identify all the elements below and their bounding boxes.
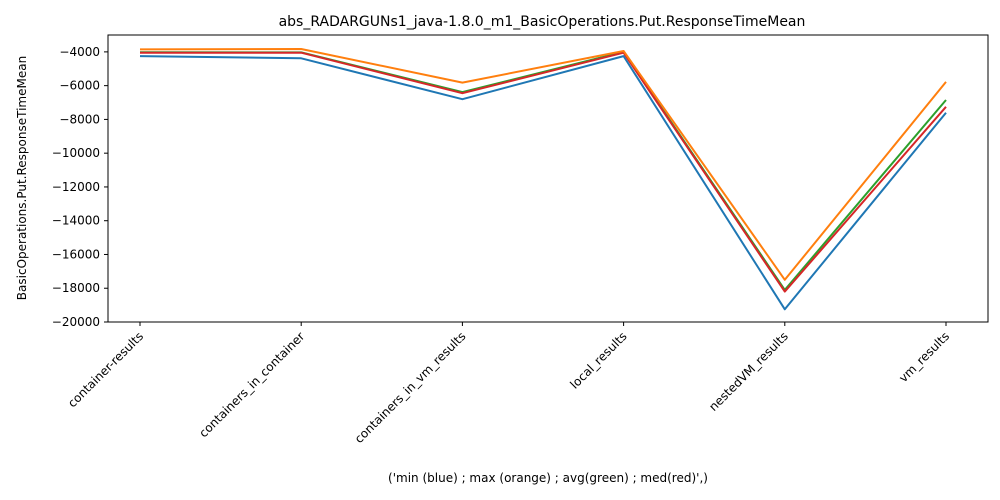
chart-title: abs_RADARGUNs1_java-1.8.0_m1_BasicOperat… [279,14,806,30]
y-tick-label: −8000 [59,112,100,126]
y-tick-label: −12000 [52,180,100,194]
x-tick-label: containers_in_container [196,329,307,440]
x-tick-label: containers_in_vm_results [352,329,469,446]
y-axis: −20000 −18000 −16000 −14000 −12000 −10000 −800… [52,45,108,329]
series-line-1 [139,50,947,291]
x-tick-label: nestedVM_results [706,329,791,414]
x-tick-label: container-results [65,329,146,410]
y-tick-label: −6000 [59,79,100,93]
x-tick-label: vm_results [896,329,952,385]
y-tick-label: −16000 [52,247,100,261]
y-tick-label: −4000 [59,45,100,59]
series-line-3 [139,48,947,281]
x-axis: container-results containers_in_container… [65,322,952,446]
y-tick-label: −10000 [52,146,100,160]
plot-frame [107,34,989,323]
y-tick-label: −20000 [52,315,100,329]
series-line-0 [139,55,947,311]
y-tick-label: −18000 [52,281,100,295]
plot-lines [139,48,947,311]
x-tick-label: local_results [567,329,629,391]
series-line-2 [140,51,947,293]
y-axis-label: BasicOperations.Put.ResponseTimeMean [15,56,29,300]
y-tick-label: −14000 [52,214,100,228]
x-axis-label: ('min (blue) ; max (orange) ; avg(green)… [388,471,708,485]
